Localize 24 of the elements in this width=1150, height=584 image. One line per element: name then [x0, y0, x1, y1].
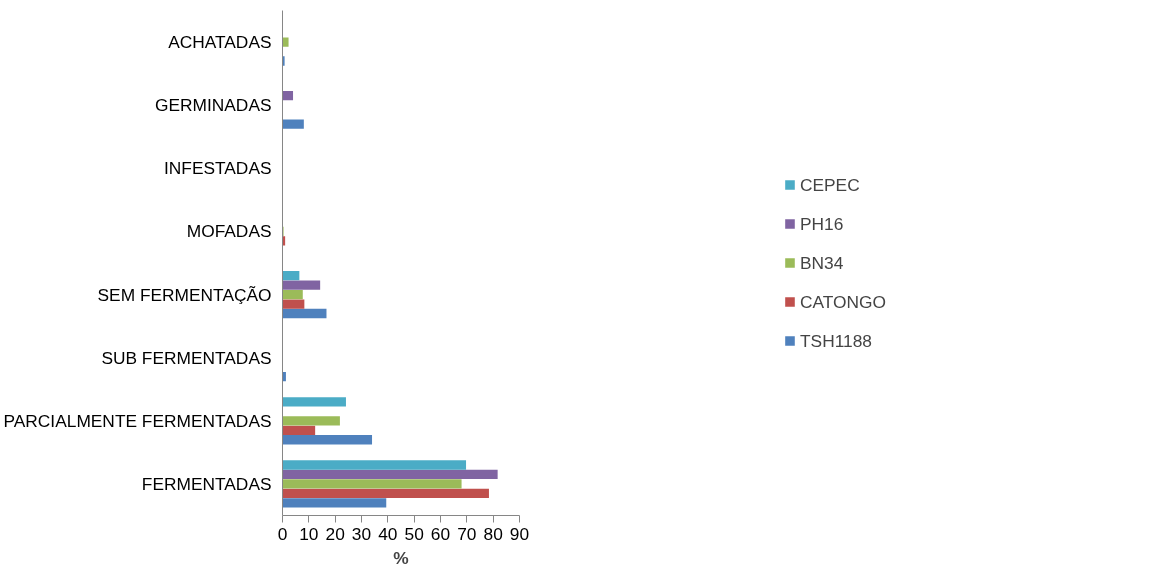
y-tick-label: INFESTADAS — [163, 158, 272, 179]
y-tick-label: SEM FERMENTAÇÃO — [97, 284, 272, 305]
x-tick-label: 10 — [299, 523, 319, 544]
legend-label: TSH1188 — [799, 330, 872, 351]
y-tick-label: ACHATADAS — [168, 32, 272, 53]
x-tick-label: 60 — [430, 523, 451, 544]
y-tick-label: GERMINADAS — [155, 95, 272, 116]
legend-label: CEPEC — [799, 174, 860, 195]
y-tick-label: FERMENTADAS — [141, 473, 272, 494]
x-axis-title: % — [393, 547, 409, 568]
x-tick-label: 20 — [325, 523, 345, 544]
y-tick-label: PARCIALMENTE FERMENTADAS — [3, 410, 272, 431]
x-tick-label: 80 — [483, 523, 503, 544]
x-tick-label: 50 — [404, 523, 424, 544]
legend-label: BN34 — [799, 252, 844, 273]
x-tick-label: 0 — [277, 523, 288, 544]
x-tick-label: 70 — [457, 523, 477, 544]
x-tick-label: 30 — [351, 523, 372, 544]
x-tick-label: 40 — [378, 523, 398, 544]
x-tick-label: 90 — [509, 523, 530, 544]
legend-label: PH16 — [799, 213, 844, 234]
y-tick-label: MOFADAS — [186, 221, 272, 242]
legend-label: CATONGO — [799, 291, 887, 312]
y-tick-label: SUB FERMENTADAS — [101, 347, 272, 368]
